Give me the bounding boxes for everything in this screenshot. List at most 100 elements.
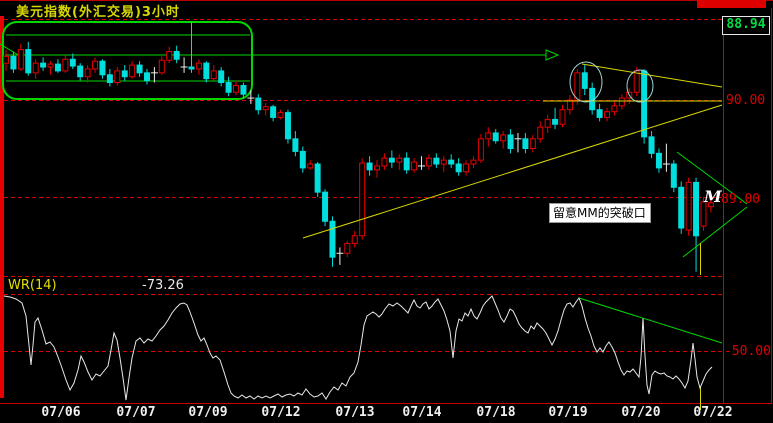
candle-body (455, 163, 462, 173)
candle-body (448, 159, 455, 165)
candle-body (388, 157, 395, 163)
date-label: 07/22 (693, 405, 733, 420)
peak-circle-annotation (569, 61, 603, 103)
candle-body (566, 99, 573, 111)
candle-body (596, 109, 603, 118)
candle-body (433, 157, 440, 165)
candle-body (678, 186, 685, 229)
candle-body (203, 62, 210, 80)
candle-body (307, 163, 314, 169)
wr-line (3, 295, 713, 401)
wr-descending-trendline (578, 297, 723, 344)
candle-body (559, 109, 566, 125)
candle-body (507, 134, 514, 149)
candle-body (425, 157, 432, 167)
candle-body (277, 112, 284, 118)
candle-body (670, 163, 677, 188)
pennant-trendline (682, 206, 748, 258)
date-label: 07/07 (116, 405, 156, 420)
candle-body (284, 112, 291, 140)
candle-body (500, 134, 507, 142)
candle-body (329, 220, 336, 258)
candle-body (641, 70, 648, 138)
price-level-90-label: 90.00 (726, 93, 766, 108)
current-price-badge: 88.94 (722, 16, 770, 35)
candle-body (537, 126, 544, 140)
candle-body (173, 51, 180, 60)
candle-body (47, 63, 54, 68)
candle-body (344, 243, 351, 254)
candle-body (693, 181, 700, 237)
candles-group (3, 22, 714, 272)
overlay-annotations (302, 61, 748, 410)
candle-body (611, 105, 618, 113)
candle-body (40, 62, 47, 68)
price-level-89-label: 89.00 (721, 192, 761, 207)
candle-body (292, 138, 299, 152)
candle-body (77, 65, 84, 78)
top-right-block (697, 0, 766, 8)
candle-body (707, 202, 714, 208)
candle-body (270, 106, 277, 118)
left-border-bar (0, 16, 4, 398)
candle-body (225, 82, 232, 93)
candle-body (492, 132, 499, 142)
candle-body (366, 162, 373, 171)
candle-body (700, 201, 707, 227)
yellow-ascending-trendline (302, 104, 723, 239)
candle-body (522, 138, 529, 150)
breakout-note-box[interactable]: 留意MM的突破口 (549, 203, 651, 223)
indicator-name-label: WR(14) (8, 278, 57, 293)
candle-body (10, 55, 17, 70)
candle-body (655, 152, 662, 169)
candle-body (99, 60, 106, 76)
candle-body (114, 70, 121, 84)
candle-body (92, 60, 99, 70)
green-annotations (0, 21, 560, 100)
candle-body (158, 59, 165, 74)
candle-body (618, 97, 625, 107)
candle-body (195, 62, 202, 70)
candle-body (84, 68, 91, 78)
candle-body (143, 72, 150, 82)
candle-body (581, 72, 588, 89)
date-label: 07/20 (621, 405, 661, 420)
candle-body (106, 74, 113, 84)
candle-body (121, 70, 128, 78)
candle-body (648, 136, 655, 154)
arrow-head (545, 49, 560, 61)
candle-body (685, 181, 692, 231)
candle-body (440, 159, 447, 165)
candle-body (129, 64, 136, 78)
candle-body (314, 163, 321, 193)
candle-body (463, 163, 470, 173)
candle-body (552, 118, 559, 125)
candle-body (351, 235, 358, 245)
range-box-annotation (2, 21, 253, 100)
candle-body (188, 66, 195, 70)
candle-body (485, 132, 492, 140)
candle-body (411, 161, 418, 171)
candle-body (210, 70, 217, 80)
candle-body (240, 84, 247, 95)
candle-body (62, 58, 69, 72)
candle-body (529, 138, 536, 150)
frame-lines (0, 0, 773, 404)
candle-body (477, 138, 484, 161)
chart-title: 美元指数(外汇交易)3小时 (16, 5, 180, 20)
m-annotation-label: M (704, 187, 722, 206)
candle-body (359, 162, 366, 237)
date-label: 07/18 (476, 405, 516, 420)
date-label: 07/13 (335, 405, 375, 420)
candle-body (136, 64, 143, 74)
candle-body (233, 84, 240, 93)
candle-body (322, 191, 329, 222)
wr-level-minus50-label: -50.00 (724, 344, 771, 359)
candle-body (262, 106, 269, 111)
date-label: 07/12 (261, 405, 301, 420)
date-label: 07/19 (548, 405, 588, 420)
date-label: 07/06 (41, 405, 81, 420)
candle-body (374, 165, 380, 171)
